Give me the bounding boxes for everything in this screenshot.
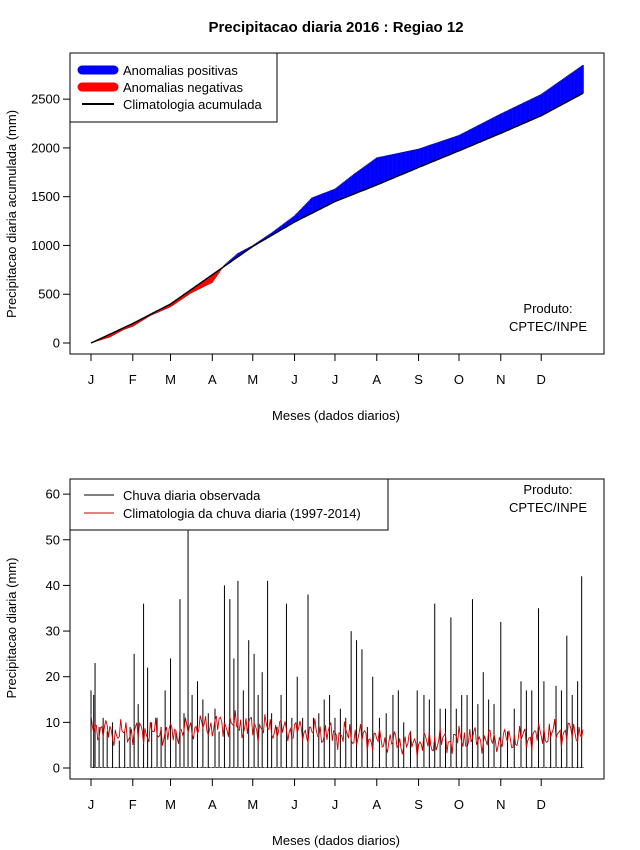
cumulative-product-label: Produto: bbox=[523, 301, 572, 316]
climatology-cumulative-line bbox=[90, 92, 584, 344]
daily-x-tick-label: D bbox=[537, 797, 546, 812]
daily-y-tick-label: 20 bbox=[46, 669, 60, 684]
cumulative-x-tick-label: J bbox=[88, 372, 95, 387]
daily-y-tick-label: 10 bbox=[46, 715, 60, 730]
cumulative-x-tick-label: S bbox=[414, 372, 423, 387]
daily-x-tick-label: M bbox=[165, 797, 176, 812]
cumulative-x-label: Meses (dados diarios) bbox=[272, 408, 400, 423]
daily-y-tick-label: 40 bbox=[46, 578, 60, 593]
daily-x-tick-label: S bbox=[414, 797, 423, 812]
daily-series bbox=[90, 530, 584, 768]
cumulative-x-tick-label: O bbox=[454, 372, 464, 387]
daily-y-tick-label: 30 bbox=[46, 624, 60, 639]
legend-daily-climatology-label: Climatologia da chuva diaria (1997-2014) bbox=[123, 506, 361, 521]
daily-product-label: Produto: bbox=[523, 482, 572, 497]
cumulative-legend: Anomalias positivas Anomalias negativas … bbox=[69, 52, 278, 123]
cumulative-x-tick-label: N bbox=[496, 372, 505, 387]
observed-cumulative-line bbox=[90, 64, 584, 344]
cumulative-x-tick-label: A bbox=[372, 372, 381, 387]
daily-y-tick-label: 60 bbox=[46, 487, 60, 502]
chart-title: Precipitacao diaria 2016 : Regiao 12 bbox=[208, 19, 463, 36]
cumulative-y-axis: 0 500 1000 1500 2000 2500 bbox=[31, 92, 71, 351]
climatology-daily-line bbox=[90, 710, 584, 758]
daily-product-source: CPTEC/INPE bbox=[509, 500, 587, 515]
cumulative-x-tick-label: J bbox=[332, 372, 339, 387]
daily-x-tick-label: F bbox=[129, 797, 137, 812]
daily-legend: Chuva diaria observada Climatologia da c… bbox=[69, 478, 389, 531]
cumulative-y-tick-label: 500 bbox=[38, 287, 60, 302]
daily-x-tick-label: A bbox=[372, 797, 381, 812]
cumulative-y-tick-label: 2000 bbox=[31, 140, 60, 155]
cumulative-y-label: Precipitacao diaria acumulada (mm) bbox=[4, 110, 19, 318]
daily-x-tick-label: O bbox=[454, 797, 464, 812]
cumulative-x-tick-label: M bbox=[247, 372, 258, 387]
cumulative-x-tick-label: A bbox=[208, 372, 217, 387]
cumulative-y-tick-label: 1000 bbox=[31, 238, 60, 253]
cumulative-x-tick-label: F bbox=[129, 372, 137, 387]
daily-y-label: Precipitacao diaria (mm) bbox=[4, 558, 19, 699]
cumulative-y-tick-label: 2500 bbox=[31, 92, 60, 107]
legend-climatology-label: Climatologia acumulada bbox=[123, 97, 263, 112]
daily-panel: 0 10 20 30 40 50 60 J F M A M J J A S O N D Precipitacao … bbox=[4, 478, 605, 848]
daily-y-tick-label: 0 bbox=[53, 761, 60, 776]
daily-x-tick-label: J bbox=[332, 797, 339, 812]
legend-positive-label: Anomalias positivas bbox=[123, 63, 238, 78]
daily-y-tick-label: 50 bbox=[46, 532, 60, 547]
daily-x-tick-label: M bbox=[247, 797, 258, 812]
cumulative-panel: 0 500 1000 1500 2000 2500 J F M A M J J A S O N D Precip… bbox=[4, 52, 605, 423]
cumulative-x-tick-label: D bbox=[537, 372, 546, 387]
daily-x-tick-label: J bbox=[291, 797, 298, 812]
cumulative-product-source: CPTEC/INPE bbox=[509, 319, 587, 334]
daily-x-tick-label: J bbox=[88, 797, 95, 812]
daily-x-tick-label: N bbox=[496, 797, 505, 812]
cumulative-y-tick-label: 0 bbox=[53, 336, 60, 351]
daily-y-axis: 0 10 20 30 40 50 60 bbox=[46, 487, 71, 776]
cumulative-x-tick-label: J bbox=[291, 372, 298, 387]
cumulative-x-tick-label: M bbox=[165, 372, 176, 387]
cumulative-y-tick-label: 1500 bbox=[31, 189, 60, 204]
daily-legend-box bbox=[69, 478, 389, 531]
daily-x-tick-label: A bbox=[208, 797, 217, 812]
cumulative-series bbox=[90, 64, 584, 344]
daily-x-label: Meses (dados diarios) bbox=[272, 833, 400, 848]
legend-negative-label: Anomalias negativas bbox=[123, 80, 243, 95]
legend-observed-label: Chuva diaria observada bbox=[123, 488, 261, 503]
